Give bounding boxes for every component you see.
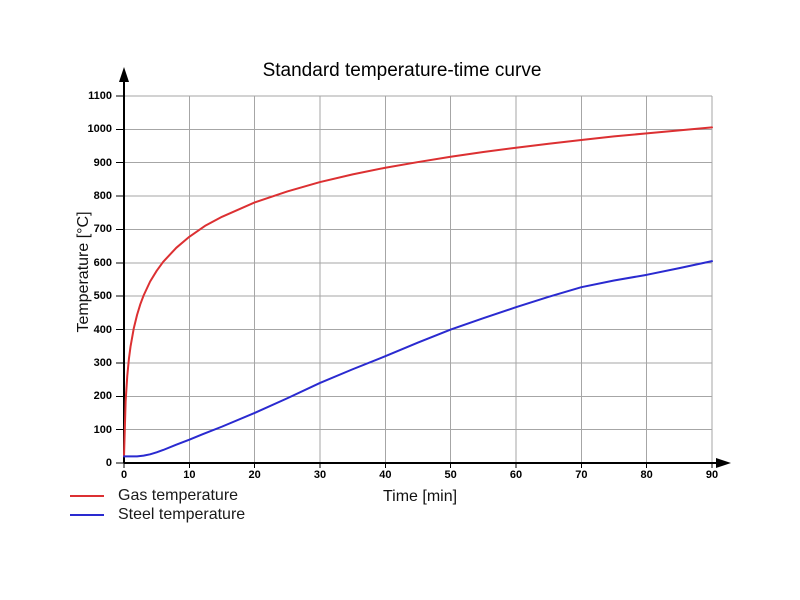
legend-item-steel: Steel temperature	[70, 505, 245, 524]
x-tick-label: 90	[705, 469, 719, 481]
grid-layer	[124, 95, 713, 463]
y-tick-label: 800	[93, 190, 112, 203]
y-tick-label: 300	[93, 356, 112, 369]
series-line-gas	[123, 126, 713, 458]
y-tick-label: 200	[93, 390, 112, 403]
series-line-steel	[123, 260, 713, 458]
x-tick-label: 30	[313, 469, 327, 481]
y-tick-label: 0	[105, 457, 112, 469]
axes	[119, 67, 731, 468]
x-tick-label: 0	[120, 469, 128, 481]
y-tick-label: 1100	[88, 90, 112, 102]
legend-label-steel: Steel temperature	[118, 505, 246, 523]
series-lines	[123, 126, 713, 458]
y-tick-label: 700	[93, 223, 112, 236]
y-tick-label: 400	[93, 323, 112, 336]
chart-title: Standard temperature-time curve	[262, 60, 542, 81]
legend-line-steel	[70, 513, 104, 516]
tick-marks	[116, 95, 713, 468]
y-tick-label: 500	[93, 290, 112, 303]
legend-item-gas: Gas temperature	[70, 486, 245, 505]
y-tick-label: 900	[93, 156, 112, 169]
x-axis-arrow	[716, 458, 731, 468]
x-tick-label: 70	[575, 469, 588, 481]
y-tick-label: 600	[93, 256, 112, 269]
y-axis-arrow	[119, 67, 129, 82]
x-tick-label: 10	[183, 469, 196, 481]
legend-label-gas: Gas temperature	[118, 486, 239, 504]
x-tick-label: 40	[379, 469, 392, 481]
x-axis-title: Time [min]	[382, 488, 458, 505]
legend-line-gas	[70, 494, 104, 497]
y-tick-label: 100	[93, 423, 112, 436]
x-tick-label: 60	[509, 469, 523, 481]
y-tick-label: 1000	[87, 123, 112, 136]
x-tick-label: 20	[248, 469, 261, 481]
x-tick-label: 80	[640, 469, 653, 481]
x-tick-label: 50	[444, 469, 457, 481]
legend: Gas temperature Steel temperature	[70, 486, 245, 524]
